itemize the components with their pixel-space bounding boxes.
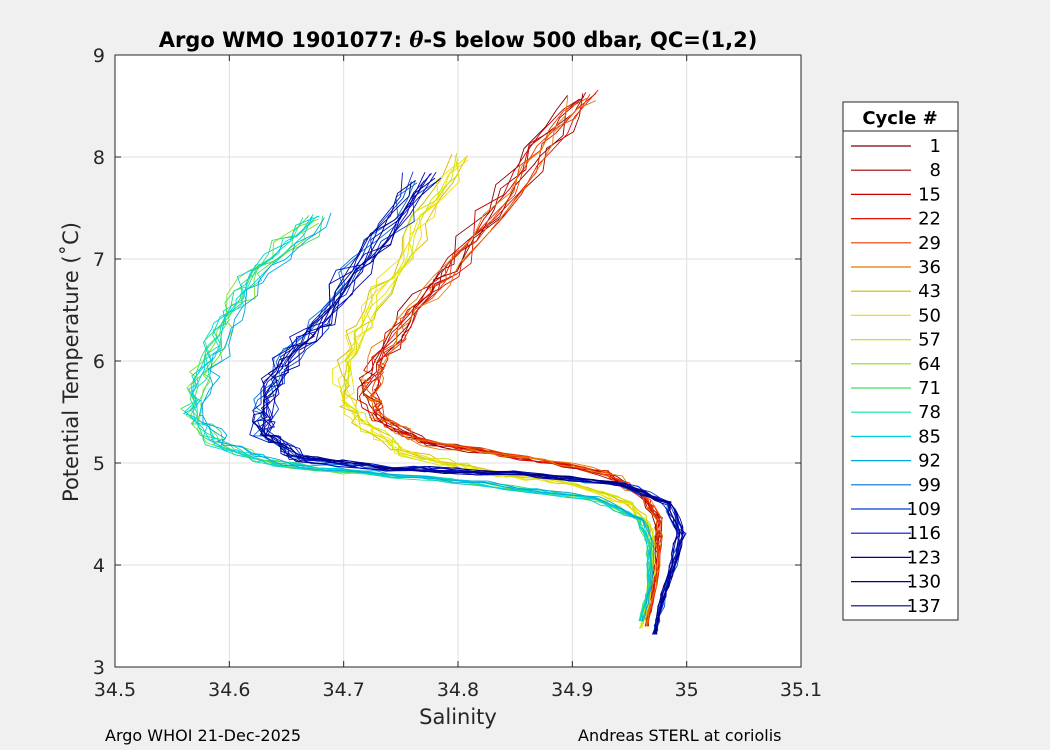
legend-label: 123 xyxy=(907,547,941,568)
footer-left: Argo WHOI 21-Dec-2025 xyxy=(105,726,301,745)
y-tick-label: 8 xyxy=(93,147,105,169)
y-tick-label: 4 xyxy=(93,555,105,577)
series-line xyxy=(360,96,659,627)
legend-label: 50 xyxy=(918,305,941,326)
legend-label: 71 xyxy=(918,378,941,399)
legend-label: 78 xyxy=(918,402,941,423)
series-line xyxy=(260,180,678,635)
title-theta: θ xyxy=(409,27,423,52)
legend-label: 43 xyxy=(918,281,941,302)
legend-label: 137 xyxy=(907,596,941,617)
legend-label: 64 xyxy=(918,354,941,375)
footer-right: Andreas STERL at coriolis xyxy=(578,726,781,745)
x-tick-label: 34.5 xyxy=(94,679,136,701)
chart-title: Argo WMO 1901077: θ-S below 500 dbar, QC… xyxy=(159,27,758,52)
legend-label: 15 xyxy=(918,184,941,205)
legend-label: 92 xyxy=(918,451,941,472)
legend-label: 36 xyxy=(918,257,941,278)
y-tick-label: 9 xyxy=(93,45,105,67)
legend: Cycle # 18152229364350576471788592991091… xyxy=(842,101,959,621)
series-line xyxy=(198,217,653,622)
x-tick-labels: 34.5 34.6 34.7 34.8 34.9 35 35.1 xyxy=(94,679,822,701)
x-axis-label: Salinity xyxy=(419,705,497,729)
legend-label: 1 xyxy=(930,136,941,157)
x-tick-label: 34.6 xyxy=(208,679,250,701)
legend-label: 109 xyxy=(907,499,941,520)
y-tick-label: 5 xyxy=(93,453,105,475)
series-line xyxy=(366,93,661,627)
series-layer xyxy=(180,89,687,635)
y-tick-label: 7 xyxy=(93,249,105,271)
series-line xyxy=(361,92,661,627)
y-tick-label: 3 xyxy=(93,657,105,679)
y-axis-label: Potential Temperature (˚C) xyxy=(59,222,83,502)
x-tick-label: 34.9 xyxy=(551,679,593,701)
legend-label: 130 xyxy=(907,572,941,593)
series-line xyxy=(367,100,664,627)
grid xyxy=(115,55,801,667)
title-suffix: -S below 500 dbar, QC=(1,2) xyxy=(423,28,757,52)
x-tick-label: 34.7 xyxy=(323,679,365,701)
legend-entries: 1 8 15 22 29 36 43 50 57 64 71 78 85 92 99 109 116 123 130… xyxy=(851,136,941,617)
ticks xyxy=(114,54,802,668)
legend-title: Cycle # xyxy=(862,108,937,129)
legend-label: 116 xyxy=(907,523,941,544)
y-tick-label: 6 xyxy=(93,351,105,373)
series-line xyxy=(260,177,685,635)
x-tick-label: 35.1 xyxy=(780,679,822,701)
legend-label: 99 xyxy=(918,475,941,496)
legend-label: 85 xyxy=(918,426,941,447)
y-tick-labels: 3 4 5 6 7 8 9 xyxy=(93,45,105,679)
x-tick-label: 35 xyxy=(675,679,699,701)
series-line xyxy=(253,181,681,635)
series-line xyxy=(191,216,652,622)
series-line xyxy=(251,180,678,635)
series-line xyxy=(363,98,662,627)
x-tick-label: 34.8 xyxy=(437,679,479,701)
legend-label: 8 xyxy=(930,160,941,181)
series-line xyxy=(184,215,651,622)
legend-label: 29 xyxy=(918,233,941,254)
title-prefix: Argo WMO 1901077: xyxy=(159,28,410,52)
legend-label: 22 xyxy=(918,209,941,230)
legend-label: 57 xyxy=(918,330,941,351)
